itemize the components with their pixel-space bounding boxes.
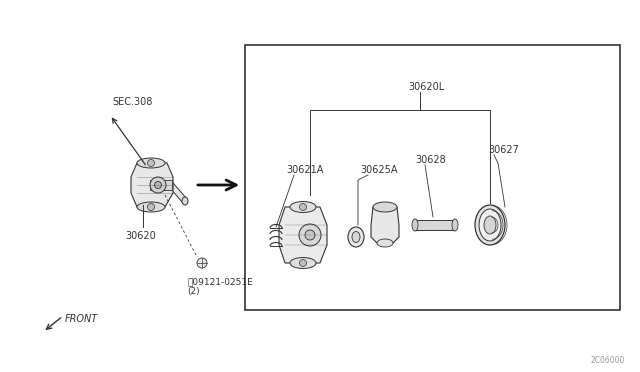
Text: FRONT: FRONT xyxy=(65,314,99,324)
Bar xyxy=(245,45,620,310)
Ellipse shape xyxy=(373,202,397,212)
Ellipse shape xyxy=(137,158,165,168)
Circle shape xyxy=(305,230,315,240)
Bar xyxy=(150,180,172,190)
Ellipse shape xyxy=(452,219,458,231)
Ellipse shape xyxy=(377,239,393,247)
Ellipse shape xyxy=(475,205,505,245)
Circle shape xyxy=(154,182,161,189)
Text: 30625A: 30625A xyxy=(360,165,397,175)
Ellipse shape xyxy=(290,202,316,212)
Circle shape xyxy=(197,258,207,268)
Polygon shape xyxy=(131,163,173,207)
Ellipse shape xyxy=(137,202,165,212)
Ellipse shape xyxy=(484,216,496,234)
Ellipse shape xyxy=(290,257,316,269)
Text: 30620L: 30620L xyxy=(408,82,444,92)
Text: 30627: 30627 xyxy=(488,145,519,155)
Text: SEC.308: SEC.308 xyxy=(112,97,152,107)
Polygon shape xyxy=(371,207,399,243)
Text: 30620: 30620 xyxy=(125,231,156,241)
Circle shape xyxy=(300,203,307,211)
Ellipse shape xyxy=(348,227,364,247)
Circle shape xyxy=(147,160,154,167)
Polygon shape xyxy=(279,207,327,263)
Circle shape xyxy=(299,224,321,246)
Text: 30621A: 30621A xyxy=(286,165,323,175)
Ellipse shape xyxy=(352,231,360,243)
Circle shape xyxy=(147,203,154,211)
Ellipse shape xyxy=(479,209,501,241)
Ellipse shape xyxy=(182,197,188,205)
Bar xyxy=(415,220,455,230)
Circle shape xyxy=(300,260,307,266)
Polygon shape xyxy=(163,176,187,203)
Text: 2C06000: 2C06000 xyxy=(591,356,625,365)
Ellipse shape xyxy=(412,219,418,231)
Text: 30628: 30628 xyxy=(415,155,445,165)
Circle shape xyxy=(150,177,166,193)
Text: Ⓑ09121-0251E
(2): Ⓑ09121-0251E (2) xyxy=(187,277,253,296)
